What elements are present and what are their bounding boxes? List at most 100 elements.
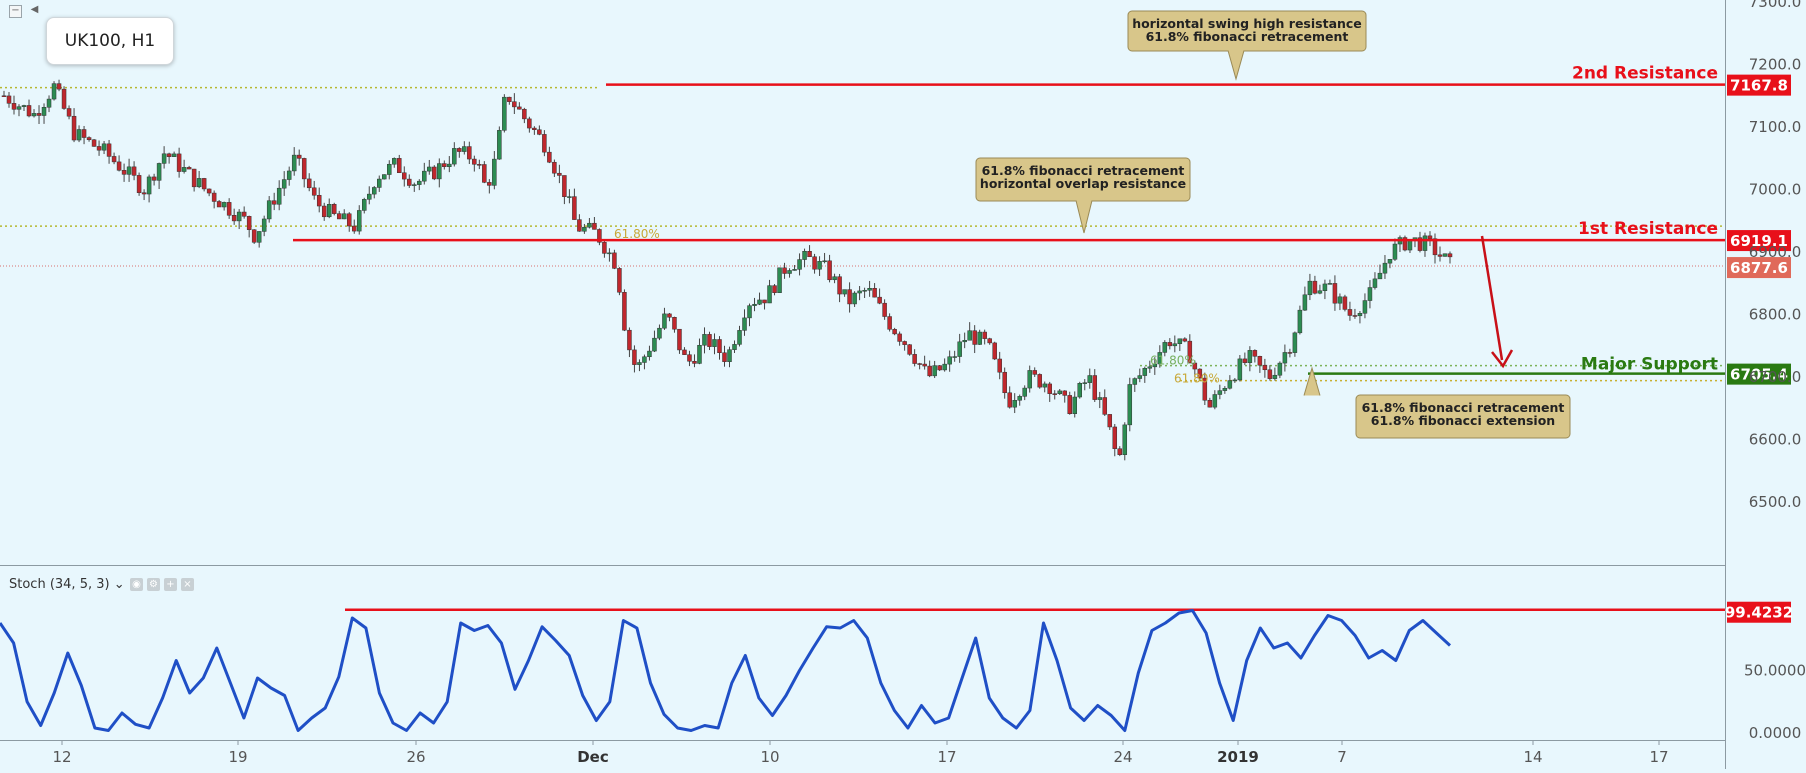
chevron-down-icon[interactable]: ⌄ — [113, 577, 125, 592]
candle-body — [882, 302, 887, 317]
candle-body — [742, 317, 747, 331]
candle-body — [16, 106, 22, 110]
price-pane — [0, 0, 1725, 565]
eye-icon[interactable]: ◉ — [130, 578, 143, 591]
candle-body — [402, 172, 407, 180]
candle-body — [116, 161, 122, 171]
callout-pointer — [1075, 200, 1093, 234]
candle-body — [1102, 397, 1108, 415]
candle-body — [1032, 370, 1037, 375]
candle-body — [231, 215, 237, 222]
candle-body — [1427, 235, 1433, 239]
candle-body — [522, 108, 527, 120]
candle-body — [692, 361, 697, 364]
candle-body — [902, 341, 907, 345]
candle-body — [341, 213, 347, 220]
candle-body — [662, 313, 667, 329]
projection-arrow — [1480, 235, 1504, 361]
candle-body — [176, 153, 182, 172]
add-icon[interactable]: + — [164, 578, 177, 591]
candle-body — [872, 288, 877, 298]
candle-body — [101, 143, 107, 151]
candle-body — [186, 167, 192, 170]
candle-body — [1372, 278, 1378, 288]
candle-body — [732, 344, 737, 350]
candle-body — [597, 229, 602, 243]
candle-body — [1172, 343, 1178, 347]
candle-body — [657, 327, 662, 339]
major-support-label: Major Support — [1581, 355, 1718, 375]
candle-body — [1327, 283, 1333, 285]
candle-body — [792, 269, 797, 271]
candle-body — [707, 334, 712, 347]
candle-body — [286, 170, 292, 180]
candle-body — [1, 95, 7, 97]
candle-body — [612, 252, 617, 269]
candle-body — [1007, 392, 1012, 408]
candle-body — [1357, 313, 1363, 317]
candle-body — [667, 313, 672, 318]
symbol-badge[interactable]: UK100, H1 — [46, 17, 174, 65]
candle-body — [907, 344, 912, 355]
candle-body — [897, 333, 902, 342]
candle-body — [1042, 383, 1047, 388]
candle-body — [762, 299, 767, 304]
gear-icon[interactable]: ⚙ — [147, 578, 160, 591]
candle-body — [822, 260, 827, 263]
candle-body — [592, 222, 597, 230]
candle-body — [336, 213, 342, 220]
candle-body — [387, 163, 392, 175]
candle-body — [392, 158, 397, 165]
pin-icon[interactable]: ◀ — [30, 4, 39, 15]
candle-body — [146, 176, 152, 195]
candle-body — [1332, 283, 1338, 304]
stoch-legend[interactable]: Stoch (34, 5, 3) ⌄ — [9, 577, 125, 592]
candle-body — [507, 96, 512, 102]
collapse-icon[interactable]: − — [9, 5, 22, 18]
candle-body — [1077, 383, 1082, 398]
candle-body — [1187, 340, 1193, 364]
candle-body — [196, 178, 202, 188]
candle-body — [987, 338, 992, 344]
candle-body — [1262, 364, 1268, 371]
candle-body — [1067, 395, 1072, 414]
candle-body — [181, 167, 187, 172]
candle-body — [96, 146, 102, 151]
candle-body — [56, 83, 62, 90]
first-resistance-price-tag: 6919.1 — [1730, 232, 1788, 250]
candle-body — [1197, 368, 1203, 379]
candle-body — [562, 175, 567, 197]
candle-body — [487, 182, 492, 186]
candle-body — [26, 105, 32, 117]
candle-body — [1252, 350, 1258, 357]
candle-body — [271, 200, 277, 205]
stoch-y-tick-label: 0.0000 — [1749, 724, 1802, 742]
candle-body — [1057, 390, 1062, 394]
candle-body — [256, 231, 262, 243]
close-icon[interactable]: × — [181, 578, 194, 591]
x-tick-label: Dec — [577, 748, 609, 766]
callout-box — [1127, 10, 1367, 52]
candle-body — [647, 350, 652, 358]
y-tick-label: 6700.0 — [1749, 368, 1802, 386]
candle-body — [412, 184, 417, 186]
candle-body — [1277, 362, 1283, 376]
candle-body — [917, 363, 922, 365]
candle-body — [346, 213, 352, 227]
candle-body — [727, 349, 732, 362]
candle-body — [482, 164, 487, 183]
candle-body — [807, 251, 812, 257]
candle-body — [1352, 315, 1358, 317]
candle-body — [812, 256, 817, 270]
candle-body — [1307, 280, 1313, 296]
candle-body — [702, 334, 707, 346]
candle-body — [1362, 300, 1368, 314]
candle-body — [31, 113, 37, 117]
stoch-level-tag: 99.4232 — [1725, 604, 1793, 622]
first-resistance-price-tag-bg — [1727, 230, 1791, 252]
